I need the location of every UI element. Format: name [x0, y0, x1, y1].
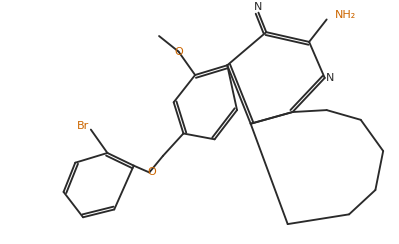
Text: N: N [254, 2, 263, 12]
Text: N: N [326, 73, 334, 83]
Text: Br: Br [77, 121, 89, 131]
Text: O: O [174, 47, 183, 57]
Text: O: O [147, 167, 156, 177]
Text: NH₂: NH₂ [334, 10, 356, 20]
